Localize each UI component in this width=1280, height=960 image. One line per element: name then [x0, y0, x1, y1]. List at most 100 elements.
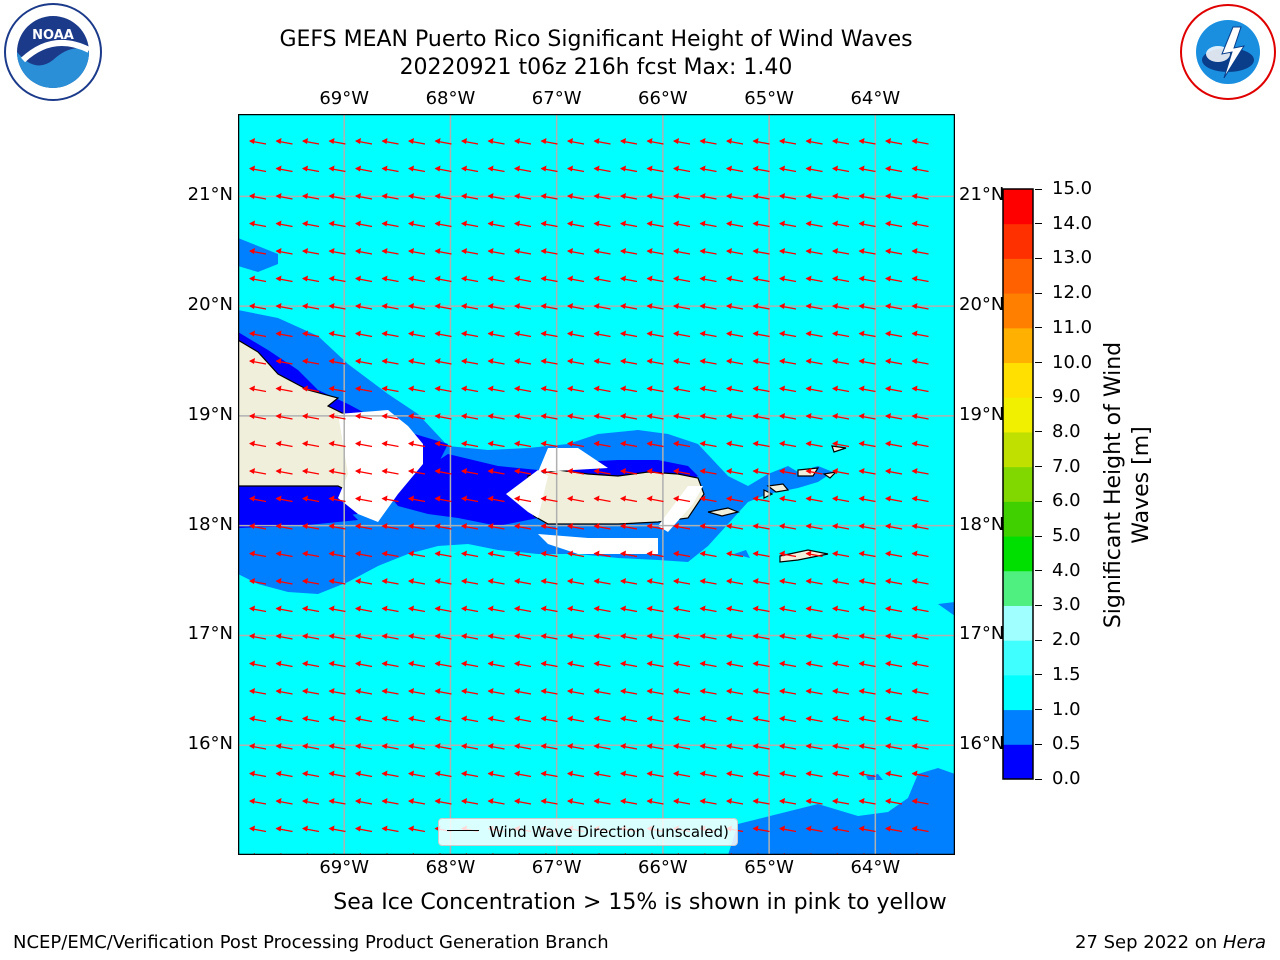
colorbar-tick-label: 0.5: [1052, 733, 1081, 755]
wave-direction-arrow: [328, 385, 346, 393]
wave-direction-arrow: [249, 495, 267, 503]
wave-direction-arrow: [885, 193, 903, 200]
lat-label-right: 17°N: [959, 623, 1005, 645]
wave-direction-arrow: [434, 633, 452, 640]
wave-direction-arrow: [302, 193, 320, 200]
wave-direction-arrow: [355, 165, 373, 173]
colorbar-segment: [1003, 709, 1033, 745]
wave-direction-arrow: [461, 495, 479, 503]
wave-direction-arrow: [726, 550, 744, 558]
wave-direction-arrow: [832, 248, 850, 255]
wave-direction-arrow: [911, 495, 929, 503]
wave-direction-arrow: [487, 220, 505, 228]
wave-direction-arrow: [461, 523, 479, 530]
wave-direction-arrow: [646, 193, 664, 200]
wave-direction-arrow: [514, 578, 532, 585]
wave-direction-arrow: [381, 193, 399, 200]
wave-direction-arrow: [275, 770, 293, 778]
wave-direction-arrow: [593, 468, 611, 475]
wave-direction-arrow: [699, 770, 717, 778]
wave-direction-arrow: [514, 715, 532, 723]
wave-direction-arrow: [487, 385, 505, 393]
colorbar-label-line2: Waves [m]: [1129, 426, 1154, 544]
wave-direction-arrow: [514, 633, 532, 640]
wave-direction-arrow: [540, 605, 558, 613]
wave-direction-arrow: [620, 578, 638, 585]
wave-direction-arrow: [620, 495, 638, 503]
lon-label-bottom: 69°W: [319, 857, 370, 878]
wave-direction-arrow: [567, 660, 585, 668]
wave-direction-arrow: [858, 605, 876, 613]
wave-direction-arrow: [726, 743, 744, 750]
wave-direction-arrow: [514, 248, 532, 255]
wave-direction-arrow: [832, 165, 850, 173]
wave-direction-arrow: [434, 798, 452, 805]
wave-direction-arrow: [858, 770, 876, 778]
wave-direction-arrow: [805, 770, 823, 778]
colorbar-tick-mark: [1035, 257, 1042, 259]
wave-direction-arrow: [858, 138, 876, 145]
wave-direction-arrow: [355, 688, 373, 695]
wave-direction-arrow: [699, 715, 717, 723]
wave-direction-arrow: [726, 385, 744, 393]
wave-direction-arrow: [832, 798, 850, 805]
wave-direction-arrow: [434, 715, 452, 723]
wave-direction-arrow: [275, 578, 293, 585]
wave-direction-arrow: [408, 193, 426, 200]
wave-direction-arrow: [832, 413, 850, 420]
wave-direction-arrow: [540, 715, 558, 723]
wave-direction-arrow: [673, 440, 691, 448]
wave-direction-arrow: [620, 275, 638, 283]
colorbar-tick-label: 15.0: [1052, 178, 1093, 199]
wave-direction-arrow: [328, 440, 346, 448]
wave-direction-arrow: [461, 550, 479, 558]
wave-direction-arrow: [620, 303, 638, 310]
wave-direction-arrow: [858, 523, 876, 530]
wave-direction-arrow: [752, 248, 770, 255]
wave-direction-arrow: [540, 798, 558, 805]
wave-direction-arrow: [673, 385, 691, 393]
wave-direction-arrow: [567, 468, 585, 475]
wave-direction-arrow: [275, 550, 293, 558]
wave-direction-arrow: [779, 248, 797, 255]
wave-direction-arrow: [249, 330, 267, 338]
lon-label-top: 69°W: [319, 88, 370, 109]
wave-direction-arrow: [249, 770, 267, 778]
wave-direction-arrow: [699, 358, 717, 365]
wave-direction-arrow: [355, 743, 373, 750]
wave-direction-arrow: [593, 578, 611, 585]
wave-direction-arrow: [461, 358, 479, 365]
wave-direction-arrow: [805, 138, 823, 145]
wave-direction-arrow: [487, 358, 505, 365]
wave-direction-arrow: [673, 495, 691, 503]
wave-direction-arrow: [302, 715, 320, 723]
wave-direction-arrow: [540, 330, 558, 338]
wave-direction-arrow: [302, 413, 320, 420]
wave-direction-arrow: [805, 743, 823, 750]
wave-direction-arrow: [699, 798, 717, 805]
colorbar-segment: [1003, 605, 1033, 641]
wave-direction-arrow: [275, 358, 293, 365]
wave-direction-arrow: [832, 578, 850, 585]
wave-direction-arrow: [328, 633, 346, 640]
colorbar-segment: [1003, 258, 1033, 294]
wave-direction-arrow: [779, 440, 797, 448]
wave-direction-arrow: [302, 770, 320, 778]
wave-direction-arrow: [620, 220, 638, 228]
lat-label-right: 20°N: [959, 294, 1005, 316]
colorbar-tick-label: 7.0: [1052, 455, 1081, 477]
wave-direction-arrow: [885, 743, 903, 750]
wave-direction-arrow: [805, 385, 823, 393]
wave-direction-arrow: [540, 275, 558, 283]
noaa-logo: NOAA: [4, 3, 102, 101]
wave-direction-arrow: [752, 468, 770, 475]
wave-direction-arrow: [461, 138, 479, 145]
wave-direction-arrow: [779, 660, 797, 668]
colorbar-tick-mark: [1035, 396, 1042, 398]
colorbar-segment: [1003, 293, 1033, 329]
colorbar-tick-mark: [1035, 292, 1042, 294]
wave-direction-arrow: [593, 440, 611, 448]
wave-direction-arrow: [302, 660, 320, 668]
wave-direction-arrow: [487, 495, 505, 503]
lat-label-left: 17°N: [187, 623, 233, 645]
